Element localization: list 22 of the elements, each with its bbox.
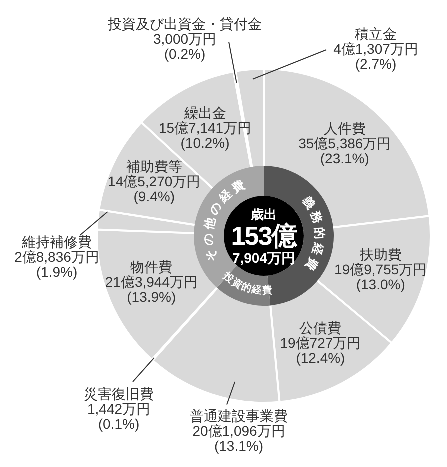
slice-label: 投資及び出資金・貸付金 <box>107 16 262 32</box>
data-label: 4億1,307万円 (2.7%) <box>334 40 418 72</box>
data-label: 35億5,386万円 (23.1%) <box>298 136 392 167</box>
slice-label: 災害復旧費 <box>84 386 154 402</box>
slice-label: 繰出金 <box>183 105 226 122</box>
slice-label: 扶助費 <box>358 246 402 263</box>
data-label: 2億8,836万円 (1.9%) <box>14 248 100 280</box>
data-label: 15億7,141万円 (10.2%) <box>158 120 252 152</box>
data-label: 14億5,270万円 (9.4%) <box>108 174 201 205</box>
data-label: 19億727万円 (12.4%) <box>280 334 362 366</box>
slice-label: 補助費等 <box>126 158 182 175</box>
slice-label: 普通建設事業費 <box>190 408 288 424</box>
data-label: 20億1,096万円 (13.1%) <box>192 422 286 454</box>
slice-label: 維持補修費 <box>21 234 92 250</box>
slice-label: 人件費 <box>324 120 366 137</box>
slice-label: 物件費 <box>130 259 173 276</box>
data-label: 3,000万円 (0.2%) <box>153 30 217 62</box>
data-label: 1,442万円 (0.1%) <box>87 400 151 432</box>
slice-label: 公債費 <box>300 320 342 336</box>
data-label: 21億3,944万円 (13.9%) <box>105 274 198 306</box>
data-label: 19億9,755万円 (13.0%) <box>334 262 428 293</box>
slice-label: 積立金 <box>355 26 397 42</box>
